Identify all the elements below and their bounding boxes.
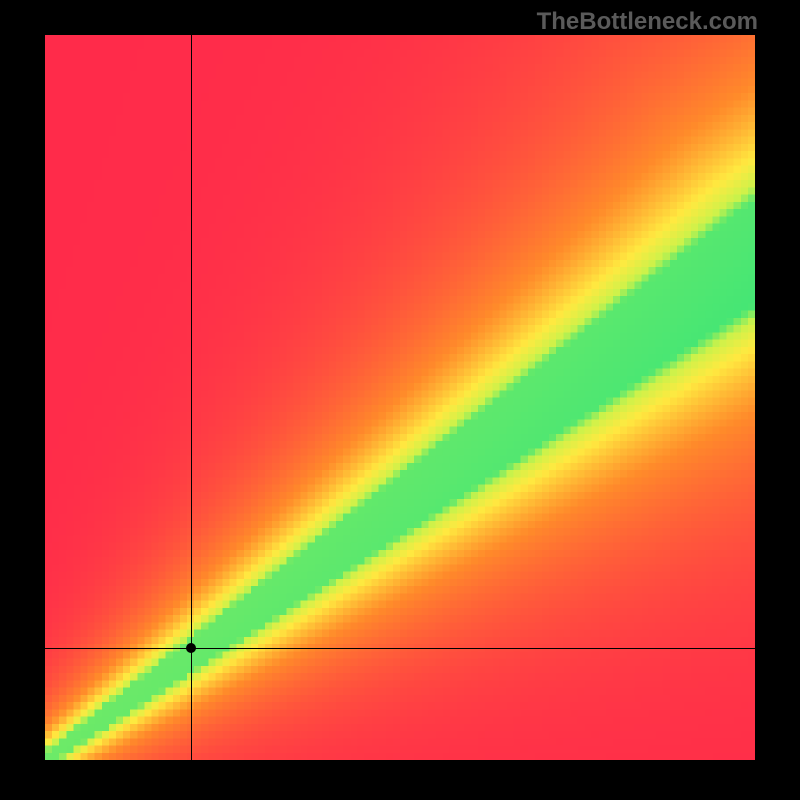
heatmap-canvas — [45, 35, 755, 760]
crosshair-horizontal — [45, 648, 755, 649]
watermark-text: TheBottleneck.com — [537, 8, 758, 36]
heatmap-plot — [45, 35, 755, 760]
marker-dot — [186, 643, 196, 653]
chart-container: TheBottleneck.com — [0, 0, 800, 800]
